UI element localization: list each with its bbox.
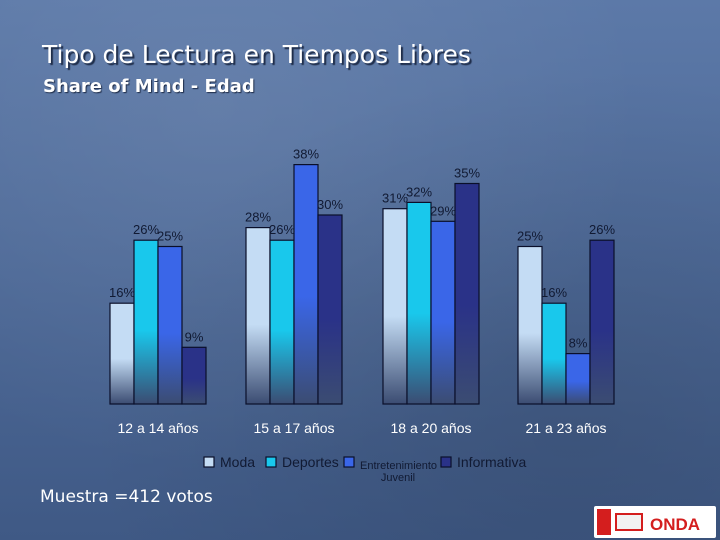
legend-swatch <box>265 456 277 468</box>
slide-title: Tipo de Lectura en Tiempos Libres <box>42 40 471 69</box>
category-label: 21 a 23 años <box>526 420 607 436</box>
legend-swatch <box>203 456 215 468</box>
legend-label: Deportes <box>282 454 339 470</box>
legend-label-line2: Juvenil <box>381 472 415 484</box>
bar-informativa-2 <box>454 182 480 405</box>
data-label: 32% <box>406 184 432 199</box>
data-label: 35% <box>454 166 480 181</box>
category-label: 18 a 20 años <box>391 420 472 436</box>
bar-deportes-3 <box>541 302 567 405</box>
legend-label: Moda <box>220 454 255 470</box>
data-labels-layer: 16%26%25%9%28%26%38%30% 31%32%29%35%25%16… <box>109 147 615 351</box>
bar-moda-0 <box>109 302 135 405</box>
legend-swatch <box>343 456 355 468</box>
bar-moda-3 <box>517 245 543 405</box>
bar-entretenimiento-juvenil-1 <box>293 164 319 405</box>
data-label: 30% <box>317 197 343 212</box>
bar-deportes-0 <box>133 239 159 405</box>
onda-logo: ONDA <box>594 506 716 538</box>
legend-label: Entretenimiento <box>360 460 437 472</box>
sample-size-note: Muestra =412 votos <box>40 487 213 507</box>
category-label: 15 a 17 años <box>254 420 335 436</box>
legend-label: Informativa <box>457 454 526 470</box>
bars-layer <box>109 164 615 405</box>
bar-entretenimiento-juvenil-3 <box>565 353 591 405</box>
slide-subtitle: Share of Mind - Edad <box>43 76 255 97</box>
data-label: 16% <box>109 285 135 300</box>
category-labels-layer: 12 a 14 años 15 a 17 años 18 a 20 años 21 a… <box>118 420 607 436</box>
category-label: 12 a 14 años <box>118 420 199 436</box>
data-label: 16% <box>541 285 567 300</box>
bar-moda-1 <box>245 227 271 405</box>
data-label: 38% <box>293 147 319 162</box>
data-label: 26% <box>589 222 615 237</box>
data-label: 25% <box>157 229 183 244</box>
data-label: 25% <box>517 229 543 244</box>
bar-entretenimiento-juvenil-0 <box>157 245 183 405</box>
bar-moda-2 <box>382 208 408 405</box>
bar-entretenimiento-juvenil-2 <box>430 220 456 405</box>
data-label: 29% <box>430 203 456 218</box>
data-label: 26% <box>269 222 295 237</box>
bar-deportes-2 <box>406 201 432 405</box>
data-label: 26% <box>133 222 159 237</box>
bar-informativa-1 <box>317 214 343 405</box>
data-label: 31% <box>382 191 408 206</box>
data-label: 28% <box>245 210 271 225</box>
bar-deportes-1 <box>269 239 295 405</box>
data-label: 9% <box>185 329 204 344</box>
bar-informativa-3 <box>589 239 615 405</box>
legend-swatch <box>440 456 452 468</box>
svg-text:ONDA: ONDA <box>650 515 700 534</box>
bar-informativa-0 <box>181 346 207 405</box>
data-label: 8% <box>569 336 588 351</box>
